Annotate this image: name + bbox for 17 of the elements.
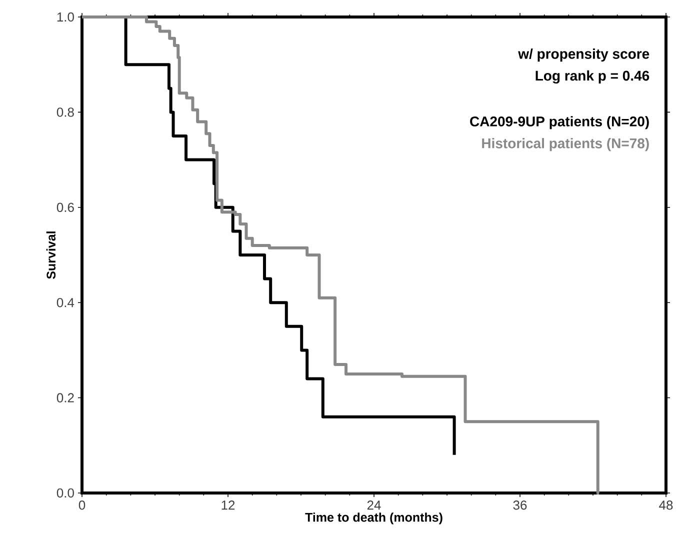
y-tick-label: 0.6: [56, 202, 74, 212]
x-tick-label: 36: [513, 500, 527, 510]
annotation: Log rank p = 0.46: [536, 70, 650, 84]
x-tick-label: 12: [222, 500, 235, 510]
annotation: w/ propensity score: [518, 48, 650, 62]
text: Historical patients (N=78): [482, 138, 649, 152]
y-tick-label: 0.4: [56, 298, 74, 308]
x-axis-title: Time to death (months): [305, 512, 442, 524]
y-tick-label: 1.0: [57, 12, 74, 22]
x-tick-label: 48: [659, 500, 673, 510]
y-axis-title: Survival: [46, 232, 56, 279]
x-tick-label: 0: [78, 500, 86, 510]
y-tick-label: 0.2: [56, 393, 74, 402]
x-tick-label: 24: [367, 500, 381, 510]
y-tick-label: 0.8: [56, 108, 74, 117]
text: CA209-9UP patients (N=20): [470, 116, 649, 130]
y-tick-label: 0.0: [56, 488, 74, 498]
